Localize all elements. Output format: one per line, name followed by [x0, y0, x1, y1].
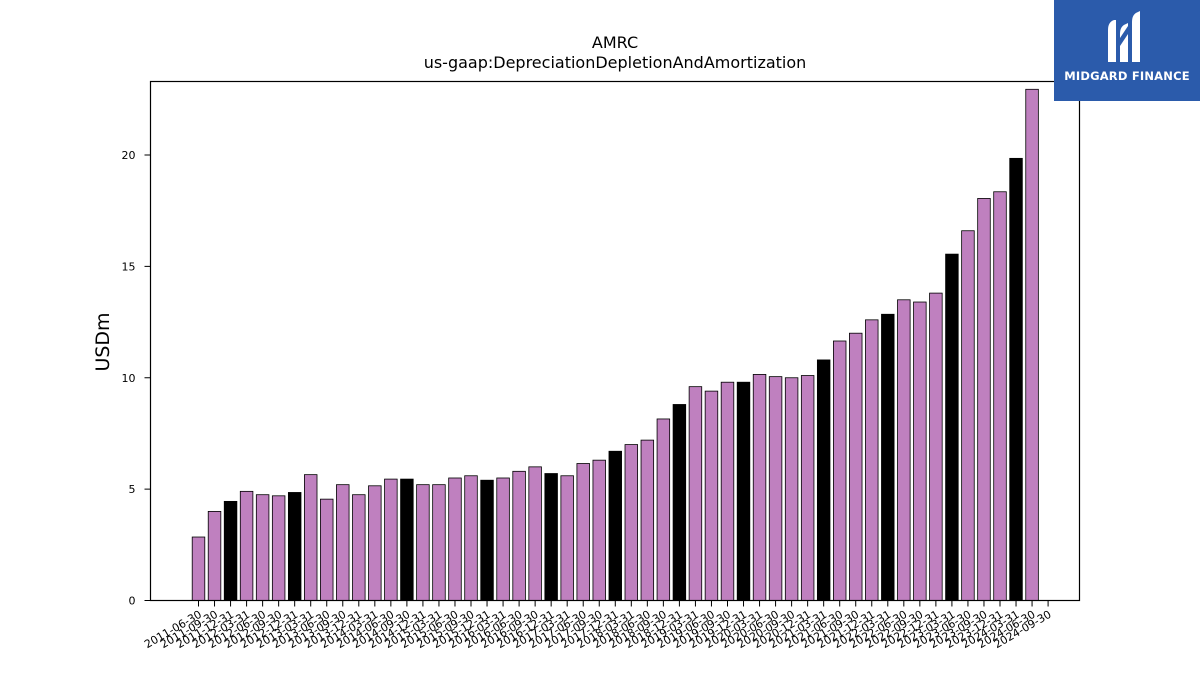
bar-2015-12-31	[480, 479, 494, 601]
y-axis-label: USDm	[92, 312, 114, 371]
bar-2014-06-30	[384, 478, 398, 601]
bar-2019-12-31	[736, 381, 751, 601]
bar-2013-03-31	[304, 474, 318, 601]
bar-2014-03-31	[368, 485, 382, 601]
y-tick-label: 15	[122, 260, 136, 273]
bar-2024-06-30	[1025, 88, 1039, 601]
bar-2014-09-30	[400, 478, 414, 601]
bar-2017-09-30	[592, 459, 606, 601]
bar-2021-09-30	[849, 332, 863, 601]
bar-2016-03-31	[496, 477, 510, 601]
bar-2014-12-31	[416, 484, 430, 601]
bar-2016-09-30	[528, 466, 542, 601]
bar-2018-09-30	[656, 418, 671, 601]
bar-2017-06-30	[576, 463, 590, 601]
bar-2012-03-31	[239, 490, 254, 601]
y-tick-label: 5	[129, 483, 136, 496]
bar-2015-03-31	[432, 484, 446, 601]
bar-2020-06-30	[768, 376, 783, 601]
bar-2020-09-30	[784, 377, 799, 601]
bar-2018-03-31	[624, 444, 639, 601]
bar-2013-06-30	[320, 498, 334, 601]
bar-2012-12-31	[287, 492, 302, 601]
bar-2019-03-31	[688, 386, 703, 601]
bar-2022-09-30	[913, 301, 927, 601]
bar-2021-03-31	[816, 359, 831, 601]
bar-2021-06-30	[833, 340, 847, 601]
y-tick-label: 0	[129, 595, 136, 608]
bar-2018-06-30	[640, 439, 655, 601]
midgard-finance-logo: MIDGARD FINANCE	[1054, 0, 1200, 101]
bar-2022-12-31	[929, 292, 943, 601]
bar-2019-06-30	[704, 390, 719, 601]
bar-2022-06-30	[897, 299, 911, 601]
bar-2017-03-31	[560, 475, 574, 601]
bar-2022-03-31	[881, 313, 895, 601]
bar-2011-06-30	[191, 536, 206, 601]
plot-frame	[149, 80, 1081, 602]
bar-2011-12-31	[223, 500, 238, 601]
y-tick-label: 20	[122, 149, 136, 162]
bar-2023-06-30	[961, 230, 975, 601]
bar-2012-06-30	[255, 494, 270, 601]
chart-subtitle: us-gaap:DepreciationDepletionAndAmortiza…	[424, 53, 807, 72]
bar-2023-03-31	[945, 253, 959, 601]
bar-2016-12-31	[544, 473, 558, 601]
bar-2013-12-31	[352, 494, 366, 601]
bar-2013-09-30	[336, 484, 350, 601]
bar-2015-09-30	[464, 475, 478, 601]
bars-group	[191, 88, 1039, 601]
bar-2023-09-30	[977, 198, 991, 601]
y-tick-label: 10	[122, 372, 136, 385]
logo-text: MIDGARD FINANCE	[1064, 69, 1190, 83]
bar-2020-03-31	[752, 374, 767, 601]
bar-2019-09-30	[720, 381, 735, 601]
bar-2011-09-30	[207, 510, 222, 601]
bar-2016-06-30	[512, 470, 526, 601]
midgard-logo-icon	[1108, 11, 1140, 62]
bar-2020-12-31	[800, 375, 815, 601]
chart-title: AMRC	[592, 33, 638, 52]
bar-2024-03-31	[1009, 157, 1023, 601]
bar-2015-06-30	[448, 477, 462, 601]
bar-2017-12-31	[608, 450, 622, 601]
bar-2021-12-31	[865, 319, 879, 601]
y-axis-ticks: 0 5 10 15 20	[122, 149, 151, 608]
x-axis-ticks: 2011-06-302011-09-302011-12-312012-03-31…	[142, 600, 1054, 651]
bar-2023-12-31	[993, 191, 1007, 601]
bar-2018-12-31	[672, 404, 687, 601]
bar-2012-09-30	[271, 495, 286, 601]
